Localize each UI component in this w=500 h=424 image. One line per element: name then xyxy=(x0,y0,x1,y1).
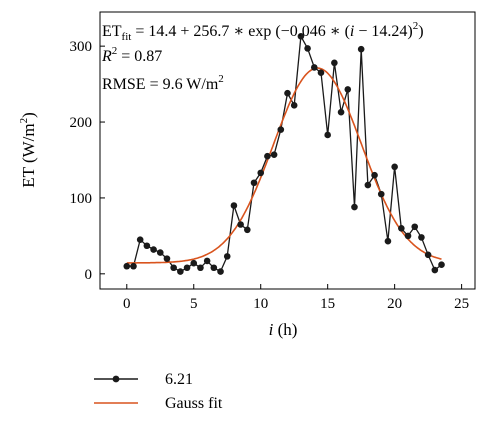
data-point xyxy=(317,69,325,77)
y-tick-label: 100 xyxy=(70,191,93,207)
x-tick-label: 10 xyxy=(253,296,268,312)
data-point xyxy=(424,251,432,259)
equation-annotation: ETfit = 14.4 + 256.7 ∗ exp (−0.046 ∗ (i … xyxy=(101,20,424,93)
data-point xyxy=(217,268,224,275)
series-line-gauss-fit xyxy=(126,67,442,264)
rmse: RMSE = 9.6 W/m2 xyxy=(102,73,224,93)
x-axis-label: i (h) xyxy=(269,320,298,339)
data-point xyxy=(197,264,204,272)
data-point xyxy=(244,226,251,234)
data-point xyxy=(183,264,191,272)
data-point xyxy=(398,224,405,232)
data-point xyxy=(304,45,311,52)
data-point xyxy=(277,126,285,133)
data-point xyxy=(324,131,331,139)
data-point xyxy=(331,59,338,67)
y-tick-label: 0 xyxy=(85,267,93,283)
series-line-observed xyxy=(126,34,442,273)
data-point xyxy=(163,255,171,262)
data-point xyxy=(310,64,318,71)
data-point xyxy=(257,169,265,177)
legend-label-fit: Gauss fit xyxy=(165,395,223,412)
data-point xyxy=(190,259,198,267)
x-tick-label: 0 xyxy=(123,296,131,312)
legend-item-fit: Gauss fit xyxy=(94,395,223,412)
data-point xyxy=(411,223,419,231)
legend-item-observed: 6.21 xyxy=(94,371,193,388)
data-point xyxy=(431,266,439,274)
data-point xyxy=(384,237,392,245)
data-point xyxy=(156,249,164,256)
data-point xyxy=(170,264,177,272)
x-tick-label: 5 xyxy=(190,296,198,312)
data-point xyxy=(357,45,365,53)
data-point xyxy=(290,102,298,109)
data-point xyxy=(297,32,305,40)
data-point xyxy=(344,86,352,93)
data-point xyxy=(391,163,398,171)
legend-marker-observed xyxy=(112,375,120,383)
data-point xyxy=(371,171,378,179)
y-axis-label: ET (W/m2) xyxy=(18,112,38,188)
y-tick-label: 200 xyxy=(70,115,93,131)
data-point xyxy=(377,190,385,198)
data-point xyxy=(136,236,144,243)
data-point xyxy=(270,151,278,158)
data-point xyxy=(150,246,157,253)
data-point xyxy=(284,89,291,97)
data-point xyxy=(237,221,244,228)
data-point xyxy=(418,234,425,241)
data-point xyxy=(177,268,184,275)
data-point xyxy=(130,262,137,270)
x-tick-label: 25 xyxy=(454,296,469,312)
data-point xyxy=(230,202,238,209)
y-tick-label: 300 xyxy=(70,39,93,55)
x-tick-label: 20 xyxy=(387,296,402,312)
data-point xyxy=(351,203,358,211)
data-point xyxy=(123,262,131,270)
plot-area: 0 5 10 15 20 25 0 100 200 300 xyxy=(70,11,476,312)
data-point xyxy=(223,253,231,260)
data-point xyxy=(337,108,345,116)
data-layer xyxy=(123,32,445,275)
data-point xyxy=(250,179,258,187)
data-point xyxy=(143,242,151,250)
legend-label-observed: 6.21 xyxy=(165,371,193,388)
r-squared: R2 = 0.87 xyxy=(101,45,162,65)
data-point xyxy=(364,181,372,189)
data-point xyxy=(438,261,445,269)
data-point xyxy=(210,264,218,272)
fit-equation: ETfit = 14.4 + 256.7 ∗ exp (−0.046 ∗ (i … xyxy=(102,20,424,43)
data-point xyxy=(203,257,211,265)
x-tick-label: 15 xyxy=(320,296,335,312)
legend: 6.21 Gauss fit xyxy=(94,371,223,412)
plot-frame xyxy=(99,11,476,290)
data-point xyxy=(264,152,271,160)
data-point xyxy=(404,232,412,240)
